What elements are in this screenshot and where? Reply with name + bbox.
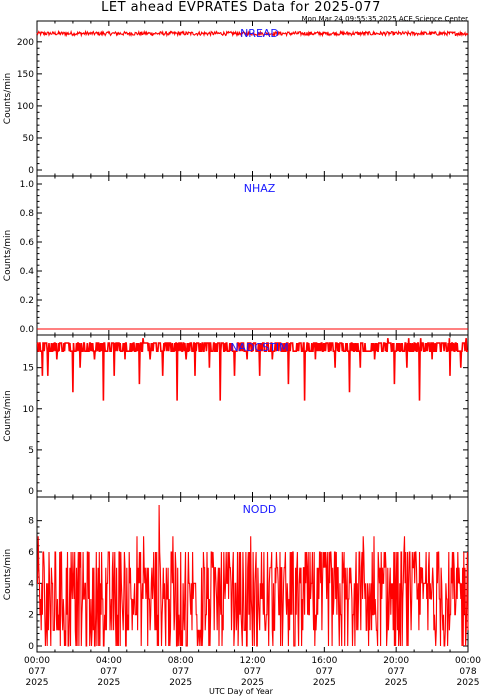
y-tick-label: 150 <box>17 70 34 80</box>
x-tick-label-doy: 077 <box>244 667 261 677</box>
panel-frame-nadcstim <box>36 334 469 498</box>
x-tick-label-year: 2025 <box>169 678 192 688</box>
y-tick-label: 0.6 <box>20 238 35 248</box>
x-tick-label-doy: 077 <box>100 667 117 677</box>
x-tick-label-doy: 077 <box>316 667 333 677</box>
y-axis-label: Counts/min <box>3 390 13 441</box>
y-tick-label: 5 <box>28 446 34 456</box>
x-tick-label-year: 2025 <box>457 678 480 688</box>
y-tick-label: 1.0 <box>20 180 35 190</box>
y-tick-label: 100 <box>17 102 34 112</box>
y-tick-label: 8 <box>28 517 34 527</box>
timestamp: Mon Mar 24 09:55:35 2025 ACE Science Cen… <box>301 15 468 23</box>
x-tick-label-time: 08:00 <box>168 656 194 666</box>
panel-label-nodd: NODD <box>243 503 277 516</box>
y-axis-label: Counts/min <box>3 230 13 281</box>
y-tick-label: 6 <box>28 548 34 558</box>
x-tick-label-year: 2025 <box>313 678 336 688</box>
series-line-nread <box>36 29 469 38</box>
y-tick-label: 0 <box>28 166 34 176</box>
panel-frame-nread <box>36 20 469 177</box>
panel-label-nread: NREAD <box>240 27 279 40</box>
x-tick-label-doy: 077 <box>28 667 45 677</box>
x-tick-label-doy: 077 <box>388 667 405 677</box>
x-tick-label-year: 2025 <box>241 678 264 688</box>
y-tick-label: 50 <box>23 134 35 144</box>
panel-frame-nhaz <box>36 175 469 336</box>
panel-label-nadcstim: NADCSTIM <box>230 341 288 354</box>
series-line-nadcstim <box>36 338 468 401</box>
y-tick-label: 0 <box>28 487 34 497</box>
y-tick-label: 200 <box>17 38 34 48</box>
x-tick-label-time: 00:00 <box>24 656 50 666</box>
y-tick-label: 2 <box>28 611 34 621</box>
y-tick-label: 0.0 <box>20 325 35 335</box>
x-tick-label-time: 04:00 <box>96 656 122 666</box>
x-tick-label-year: 2025 <box>385 678 408 688</box>
y-tick-label: 0.2 <box>20 296 34 306</box>
y-axis-label: Counts/min <box>3 549 13 600</box>
series-line-nodd <box>37 504 469 647</box>
y-tick-label: 0.8 <box>20 209 35 219</box>
x-axis-label: UTC Day of Year <box>209 687 273 696</box>
y-tick-label: 10 <box>23 405 35 415</box>
panel-label-nhaz: NHAZ <box>244 182 276 195</box>
x-tick-label-time: 00:00 <box>455 656 481 666</box>
x-tick-label-doy: 078 <box>459 667 476 677</box>
x-tick-label-time: 16:00 <box>311 656 337 666</box>
x-tick-label-year: 2025 <box>26 678 49 688</box>
y-tick-label: 15 <box>23 364 34 374</box>
y-axis-label: Counts/min <box>3 73 13 124</box>
chart-title: LET ahead EVPRATES Data for 2025-077 <box>101 0 381 15</box>
x-tick-label-time: 12:00 <box>240 656 266 666</box>
x-tick-label-doy: 077 <box>172 667 189 677</box>
y-tick-label: 4 <box>28 579 34 589</box>
y-tick-label: 0.4 <box>20 267 35 277</box>
y-tick-label: 0 <box>28 642 34 652</box>
x-tick-label-time: 20:00 <box>383 656 409 666</box>
x-tick-label-year: 2025 <box>97 678 120 688</box>
